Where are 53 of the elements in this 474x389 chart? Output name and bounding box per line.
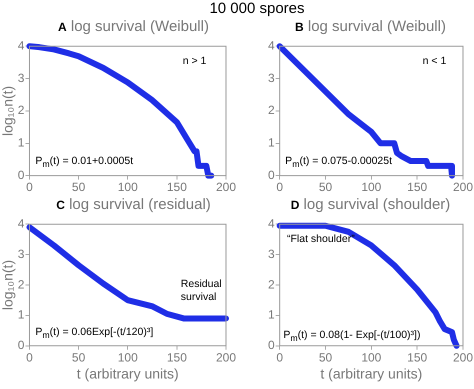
y-axis-title: log₁₀n(t) <box>0 86 16 136</box>
y-tick-label: 0 <box>18 338 25 352</box>
y-tick-label: 4 <box>18 216 25 231</box>
y-tick-label: 1 <box>268 136 275 150</box>
y-tick-label: 2 <box>18 103 25 118</box>
y-tick-label: 3 <box>18 246 25 261</box>
y-tick-label: 1 <box>18 136 25 150</box>
x-tick-label: 100 <box>118 350 138 364</box>
chart-title: B log survival (Weibull) <box>294 18 447 37</box>
y-tick-label: 3 <box>268 70 275 85</box>
x-tick-label: 50 <box>318 180 332 194</box>
annotation: n > 1 <box>182 55 206 68</box>
x-tick-label: 150 <box>166 350 188 364</box>
y-tick-label: 3 <box>18 70 25 85</box>
x-tick-label: 50 <box>318 350 332 364</box>
x-axis-title: t (arbitrary units) <box>76 365 179 382</box>
x-tick-label: 50 <box>72 180 86 194</box>
annotation: P$_{m}$(t) = 0.06Exp[-(t/120)³] <box>35 326 154 342</box>
x-tick-label: 50 <box>72 350 86 364</box>
y-tick-label: 1 <box>18 308 25 322</box>
y-tick-label: 2 <box>18 277 25 292</box>
annotation: P$_{m}$(t) = 0.01+0.0005t <box>35 154 134 171</box>
y-tick-label: 4 <box>268 216 275 231</box>
y-tick-label: 2 <box>268 103 275 118</box>
x-tick-label: 100 <box>118 180 138 194</box>
annotation: Residual survival <box>180 278 223 304</box>
annotation: “Flat shoulder” <box>287 232 356 246</box>
x-tick-label: 150 <box>407 180 428 194</box>
y-tick-label: 1 <box>268 308 275 322</box>
x-tick-label: 150 <box>407 350 428 364</box>
y-tick-label: 2 <box>268 277 275 292</box>
y-tick-label: 4 <box>18 38 25 53</box>
text: 10 000 spores <box>209 0 305 17</box>
annotation: P$_{m}$(t) = 0.075-0.00025t <box>285 154 392 171</box>
x-tick-label: 200 <box>452 350 474 364</box>
annotation: n < 1 <box>422 55 446 68</box>
y-tick-label: 0 <box>268 338 275 352</box>
y-tick-label: 3 <box>268 246 275 261</box>
annotation: P$_{m}$(t) = 0.08(1- Exp[-(t/100)³]) <box>283 328 420 345</box>
y-tick-label: 4 <box>268 38 275 53</box>
x-tick-label: 100 <box>361 180 382 194</box>
x-tick-label: 200 <box>216 180 236 194</box>
chart-title: C log survival (residual) <box>55 196 212 215</box>
x-tick-label: 100 <box>361 350 382 364</box>
y-tick-label: 0 <box>268 168 275 182</box>
x-tick-label: 200 <box>452 180 474 194</box>
chart-title: D log survival (shoulder) <box>290 196 452 215</box>
chart-title: A log survival (Weibull) <box>57 18 210 37</box>
x-tick-label: 150 <box>166 180 188 194</box>
y-axis-title: log₁₀n(t) <box>0 260 16 310</box>
x-axis-title: t (arbitrary units) <box>320 365 422 382</box>
x-tick-label: 200 <box>216 350 236 364</box>
y-tick-label: 0 <box>18 168 25 182</box>
